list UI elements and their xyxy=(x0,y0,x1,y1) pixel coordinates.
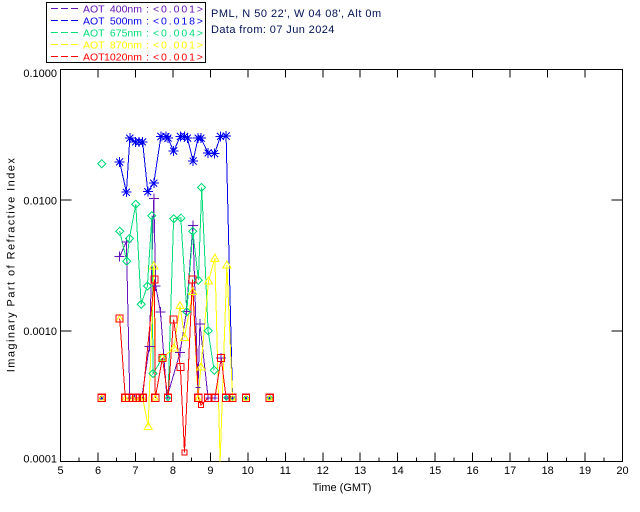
svg-text:6: 6 xyxy=(95,465,101,477)
svg-text:675nm: 675nm xyxy=(110,28,142,40)
svg-text:AOT: AOT xyxy=(83,52,105,64)
svg-text:20: 20 xyxy=(616,465,628,477)
svg-text::: : xyxy=(146,28,149,40)
svg-text:15: 15 xyxy=(429,465,441,477)
svg-text:500nm: 500nm xyxy=(110,16,142,28)
svg-text::: : xyxy=(146,52,149,64)
svg-text:14: 14 xyxy=(392,465,404,477)
svg-text:11: 11 xyxy=(280,465,291,477)
svg-text:0.0001: 0.0001 xyxy=(23,453,57,465)
svg-text:10: 10 xyxy=(242,465,254,477)
svg-text:18: 18 xyxy=(541,465,553,477)
svg-text:AOT: AOT xyxy=(83,28,105,40)
svg-text:400nm: 400nm xyxy=(110,4,142,16)
svg-text:AOT: AOT xyxy=(83,40,105,52)
svg-text:16: 16 xyxy=(466,465,478,477)
svg-text:Imaginary Part of Refractive I: Imaginary Part of Refractive Index xyxy=(6,157,18,373)
svg-text::: : xyxy=(146,4,149,16)
svg-text:AOT: AOT xyxy=(83,4,105,16)
svg-text:0.0100: 0.0100 xyxy=(23,196,57,208)
svg-text:Data from: 07 Jun 2024: Data from: 07 Jun 2024 xyxy=(211,24,335,36)
svg-text:9: 9 xyxy=(207,465,213,477)
svg-text:19: 19 xyxy=(579,465,591,477)
svg-text:7: 7 xyxy=(132,465,138,477)
svg-text:12: 12 xyxy=(317,465,329,477)
svg-text:13: 13 xyxy=(354,465,366,477)
svg-text:17: 17 xyxy=(504,465,516,477)
svg-text:0.0010: 0.0010 xyxy=(23,326,57,338)
svg-text:<0.001>: <0.001> xyxy=(153,4,205,16)
svg-text:8: 8 xyxy=(170,465,176,477)
svg-text:870nm: 870nm xyxy=(110,40,142,52)
svg-text::: : xyxy=(146,16,149,28)
svg-text:PML, N 50 22', W 04 08', Alt 0: PML, N 50 22', W 04 08', Alt 0m xyxy=(211,8,382,20)
svg-text:<0.001>: <0.001> xyxy=(153,40,205,52)
svg-text:<0.001>: <0.001> xyxy=(153,52,205,64)
svg-text:1020nm: 1020nm xyxy=(104,52,142,64)
svg-text:5: 5 xyxy=(57,465,63,477)
svg-text:AOT: AOT xyxy=(83,16,105,28)
svg-text::: : xyxy=(146,40,149,52)
svg-text:0.1000: 0.1000 xyxy=(23,68,57,80)
svg-text:Time (GMT): Time (GMT) xyxy=(313,482,372,494)
svg-text:<0.018>: <0.018> xyxy=(153,16,205,28)
svg-text:<0.004>: <0.004> xyxy=(153,28,205,40)
